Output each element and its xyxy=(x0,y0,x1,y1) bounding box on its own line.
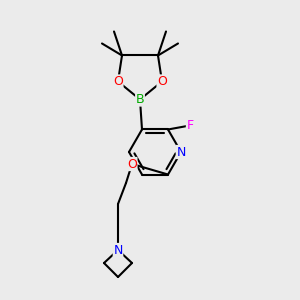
Text: B: B xyxy=(136,93,144,106)
Text: N: N xyxy=(113,244,123,256)
Text: O: O xyxy=(113,75,123,88)
Text: N: N xyxy=(176,146,186,158)
Text: F: F xyxy=(186,119,194,132)
Text: O: O xyxy=(127,158,137,170)
Text: O: O xyxy=(157,75,167,88)
